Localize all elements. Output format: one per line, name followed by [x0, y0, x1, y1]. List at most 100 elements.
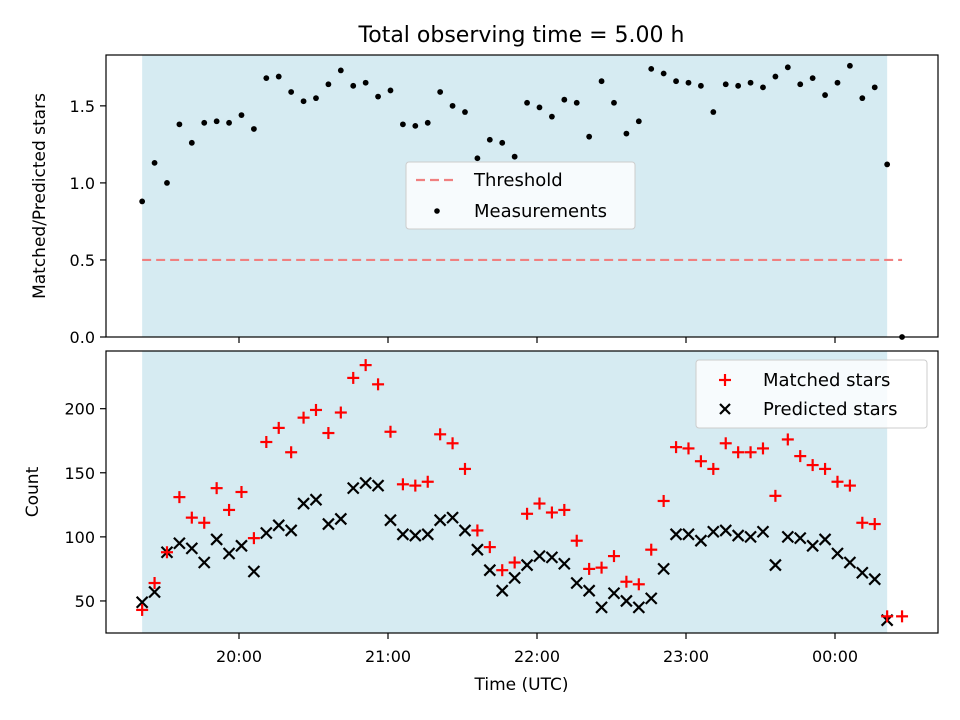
matched-star-point [508, 556, 521, 569]
measurement-point [474, 155, 481, 162]
matched-star-point [409, 479, 422, 492]
x-tick-label: 20:00 [216, 647, 262, 666]
measurement-point [449, 102, 456, 109]
top-legend: Threshold Measurements [405, 161, 636, 230]
measurement-point [201, 119, 208, 126]
matched-star-point [732, 446, 745, 459]
measurement-point [375, 93, 381, 100]
matched-star-point [620, 575, 633, 588]
predicted-star-point [831, 547, 844, 560]
matched-star-point [384, 425, 397, 438]
predicted-star-point [818, 533, 832, 546]
predicted-star-point [384, 513, 397, 527]
matched-star-point [309, 403, 322, 416]
matched-star-point [545, 506, 558, 519]
predicted-star-point [620, 594, 633, 608]
predicted-star-point [471, 543, 484, 556]
predicted-star-point [334, 512, 348, 526]
matched-star-point [868, 518, 881, 531]
measurement-point [536, 104, 543, 111]
measurement-point [400, 121, 406, 128]
matched-star-point [682, 442, 695, 455]
measurement-point [486, 136, 493, 143]
matched-star-point [458, 462, 471, 475]
measurement-point [859, 95, 866, 102]
y-tick-label: 200 [64, 400, 95, 419]
matched-star-point [769, 489, 782, 502]
legend-predicted-swatch [719, 403, 731, 415]
predicted-star-point [545, 551, 559, 564]
predicted-star-point [856, 566, 869, 580]
matched-star-point [896, 610, 909, 623]
measurement-points [139, 62, 905, 340]
top-y-label: Matched/Predicted stars [30, 93, 50, 299]
measurement-point [772, 73, 779, 80]
measurement-point [809, 75, 816, 82]
measurement-point [238, 112, 245, 118]
predicted-star-point [508, 571, 521, 585]
measurement-point [462, 109, 468, 115]
predicted-star-point [595, 601, 608, 614]
measurement-point [834, 79, 841, 86]
predicted-star-point [346, 481, 360, 495]
matched-star-point [434, 428, 447, 441]
matched-star-point [607, 550, 620, 563]
predicted-star-point [669, 528, 683, 541]
predicted-star-point [272, 519, 286, 532]
bottom-y-label: Count [23, 466, 43, 517]
measurement-point [139, 198, 146, 205]
measurement-point [499, 139, 506, 146]
measurement-point [275, 73, 282, 80]
x-tick-label: 00:00 [812, 647, 858, 666]
predicted-star-point [458, 524, 472, 537]
measurement-point [188, 139, 195, 146]
measurement-point [387, 87, 394, 94]
matched-star-point [198, 516, 211, 529]
predicted-star-point [781, 530, 795, 544]
measurement-point [213, 118, 220, 125]
matched-star-point [483, 541, 496, 554]
measurement-point [747, 79, 754, 86]
matched-star-point [570, 534, 583, 547]
matched-star-point [670, 441, 683, 454]
matched-star-point [645, 543, 658, 556]
legend-threshold-label: Threshold [473, 170, 563, 191]
predicted-star-point [210, 533, 223, 546]
measurement-point [424, 119, 431, 126]
matched-star-point [806, 459, 819, 472]
matched-star-point [210, 482, 223, 495]
matched-star-point [744, 446, 757, 459]
y-tick-label: 50 [75, 592, 95, 611]
measurement-point [710, 109, 717, 115]
predicted-star-point [421, 528, 435, 541]
matched-star-point [496, 564, 509, 577]
measurement-point [226, 119, 232, 126]
matched-star-point [756, 442, 769, 455]
top-panel: 0.0 0.5 1.0 1.5 Matched/Predicted stars Thr… [30, 54, 939, 347]
predicted-star-point [135, 595, 149, 609]
matched-star-point [632, 578, 645, 591]
matched-star-point [322, 427, 335, 440]
measurement-point [884, 161, 891, 168]
measurement-point [673, 78, 679, 85]
predicted-star-point [682, 528, 695, 541]
measurement-point [176, 121, 183, 128]
matched-star-point [297, 411, 310, 424]
matched-star-point [235, 486, 248, 498]
measurement-point [300, 98, 307, 105]
chart-title: Total observing time = 5.00 h [358, 23, 685, 48]
y-tick-label: 1.5 [70, 97, 95, 116]
measurement-point [325, 81, 332, 88]
measurement-point [722, 81, 729, 88]
measurement-point [611, 99, 617, 106]
matched-star-point [247, 532, 260, 545]
matched-star-point [185, 511, 198, 524]
predicted-star-point [793, 531, 807, 545]
matched-star-point [359, 359, 372, 372]
measurement-point [797, 81, 804, 88]
matched-star-point [707, 462, 720, 475]
legend-measurements-label: Measurements [474, 201, 607, 222]
predicted-star-point [868, 572, 882, 586]
predicted-star-point [644, 592, 658, 605]
